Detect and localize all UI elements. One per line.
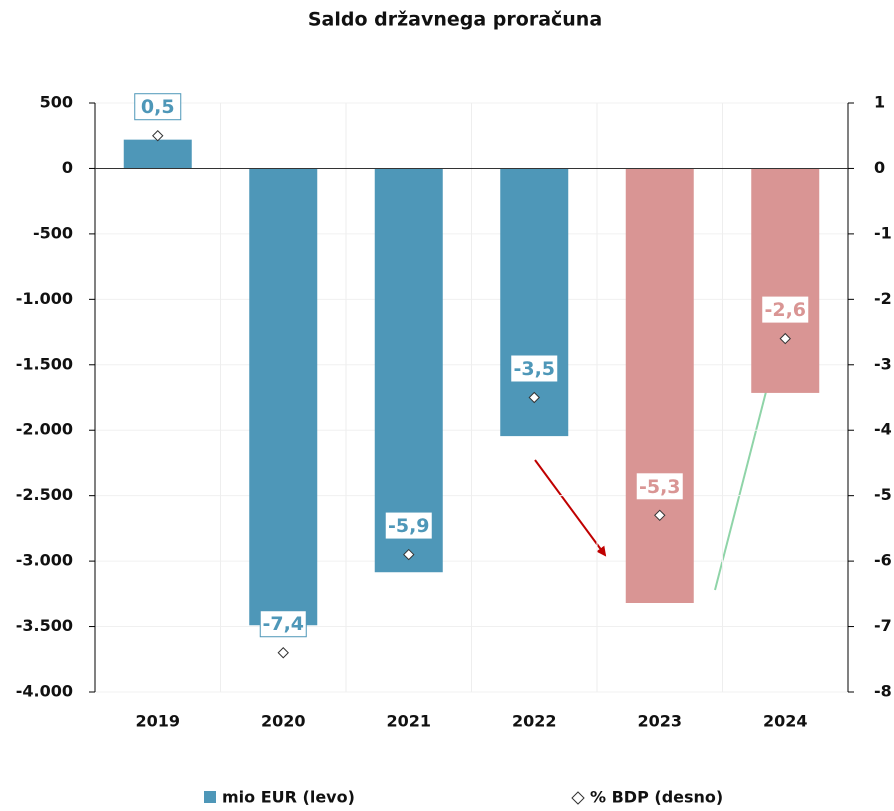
arrow bbox=[534, 459, 607, 557]
x-tick-label: 2021 bbox=[386, 712, 431, 731]
legend-swatch bbox=[571, 791, 585, 805]
y2-tick-label: 1 bbox=[874, 93, 885, 112]
y2-tick-label: -1 bbox=[874, 223, 892, 242]
x-tick-label: 2019 bbox=[135, 712, 180, 731]
bar bbox=[751, 168, 820, 393]
y2-tick-label: 0 bbox=[874, 158, 885, 177]
y-tick-label: -3.000 bbox=[16, 551, 73, 570]
marker bbox=[528, 391, 540, 404]
bar bbox=[625, 168, 694, 603]
y2-tick-label: -7 bbox=[874, 616, 892, 635]
marker bbox=[277, 647, 289, 659]
data-label: -5,3 bbox=[639, 476, 681, 498]
data-label-box bbox=[511, 355, 558, 382]
x-tick-label: 2020 bbox=[261, 712, 306, 731]
y-tick-label: -3.500 bbox=[16, 616, 73, 635]
y-tick-label: -500 bbox=[33, 223, 73, 242]
y2-tick-label: -6 bbox=[874, 551, 892, 570]
data-label: -2,6 bbox=[764, 299, 806, 321]
bar bbox=[123, 139, 192, 169]
data-label: -5,9 bbox=[388, 515, 430, 537]
chart-title: Saldo državnega proračuna bbox=[308, 9, 602, 31]
marker bbox=[403, 548, 415, 561]
marker bbox=[779, 332, 791, 345]
legend-label: % BDP (desno) bbox=[590, 788, 723, 807]
data-label: -7,4 bbox=[262, 613, 304, 635]
y-tick-label: -2.000 bbox=[16, 420, 73, 439]
y2-tick-label: -5 bbox=[874, 485, 892, 504]
y-tick-label: -1.500 bbox=[16, 354, 73, 373]
y2-tick-label: -8 bbox=[874, 682, 892, 701]
y2-tick-label: -3 bbox=[874, 354, 892, 373]
data-label-box bbox=[259, 610, 307, 638]
x-tick-label: 2024 bbox=[763, 712, 808, 731]
x-tick-label: 2023 bbox=[637, 712, 682, 731]
y2-tick-label: -2 bbox=[874, 289, 892, 308]
bar bbox=[500, 168, 569, 437]
y2-tick-label: -4 bbox=[874, 420, 892, 439]
bar bbox=[374, 168, 443, 573]
data-label-box bbox=[636, 473, 683, 500]
data-label-box bbox=[762, 296, 809, 323]
x-tick-label: 2022 bbox=[512, 712, 557, 731]
data-label: 0,5 bbox=[141, 96, 175, 118]
data-label-box bbox=[385, 512, 432, 539]
y-tick-label: -1.000 bbox=[16, 289, 73, 308]
y-tick-label: 500 bbox=[40, 93, 73, 112]
data-label-box bbox=[134, 93, 182, 121]
bar bbox=[249, 168, 318, 626]
legend-label: mio EUR (levo) bbox=[222, 788, 355, 807]
y-tick-label: -4.000 bbox=[16, 682, 73, 701]
marker bbox=[152, 130, 164, 142]
marker bbox=[654, 509, 666, 522]
y-tick-label: -2.500 bbox=[16, 485, 73, 504]
data-label: -3,5 bbox=[513, 358, 555, 380]
legend-swatch bbox=[204, 791, 216, 803]
y-tick-label: 0 bbox=[62, 158, 73, 177]
